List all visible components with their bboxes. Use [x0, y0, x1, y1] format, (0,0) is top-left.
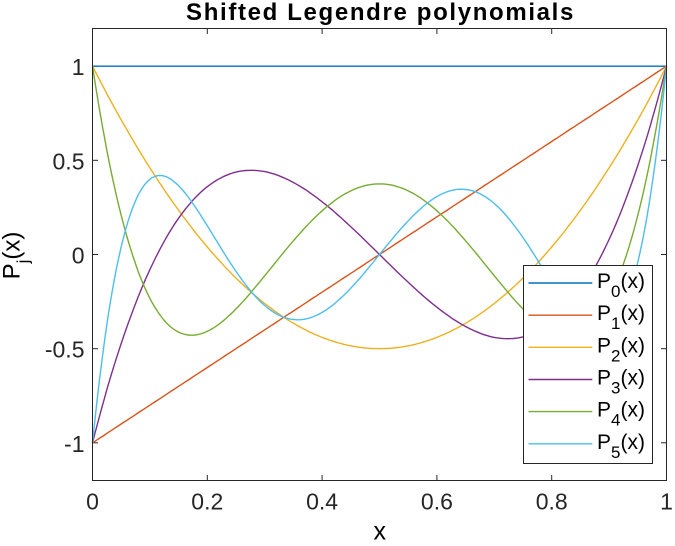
svg-text:0.5: 0.5 — [53, 148, 85, 174]
svg-text:0.2: 0.2 — [191, 489, 223, 515]
svg-text:x: x — [374, 518, 387, 542]
svg-text:-0.5: -0.5 — [45, 337, 85, 363]
svg-text:1: 1 — [72, 54, 85, 80]
svg-text:0: 0 — [86, 489, 99, 515]
svg-text:Shifted Legendre polynomials: Shifted Legendre polynomials — [186, 0, 575, 26]
svg-text:0: 0 — [72, 243, 85, 269]
svg-text:0.6: 0.6 — [421, 489, 453, 515]
svg-text:1: 1 — [660, 489, 673, 515]
svg-text:0.8: 0.8 — [536, 489, 568, 515]
svg-text:0.4: 0.4 — [306, 489, 338, 515]
svg-text:-1: -1 — [64, 431, 84, 457]
